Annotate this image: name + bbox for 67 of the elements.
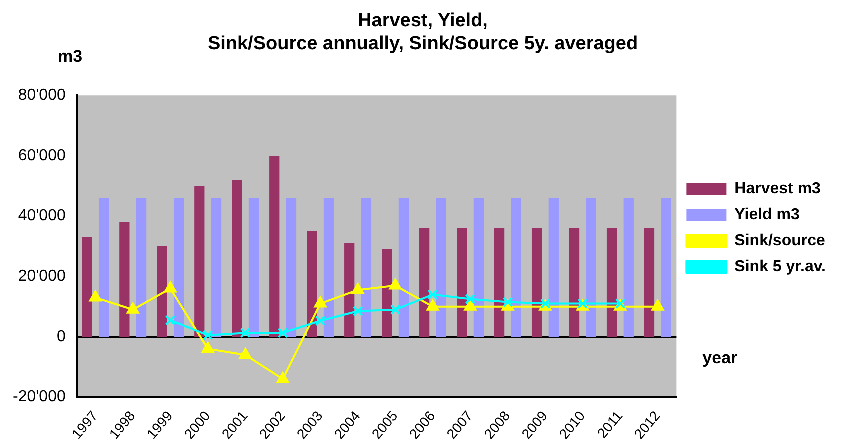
point: [389, 278, 402, 290]
bar: [644, 228, 655, 337]
y-tick-label: 0: [56, 328, 66, 346]
y-tick-label: 40'000: [18, 208, 66, 225]
point: [465, 294, 476, 305]
bar: [270, 156, 280, 337]
bar: [307, 231, 318, 337]
point: [126, 302, 140, 314]
bar: [569, 228, 580, 337]
bar: [661, 198, 672, 337]
point: [352, 306, 364, 317]
point: [278, 328, 288, 338]
y-axis-title: m3: [58, 46, 83, 66]
point: [240, 328, 251, 338]
point: [164, 282, 177, 293]
bar: [286, 198, 297, 337]
y-tick-label: 80'000: [18, 87, 66, 104]
legend-label: Yield m3: [734, 206, 800, 224]
legend-label: Harvest m3: [734, 180, 822, 198]
bar: [194, 186, 205, 337]
bar: [232, 180, 242, 337]
bar: [457, 228, 468, 337]
bar: [474, 198, 484, 337]
point: [502, 297, 514, 308]
bar: [324, 198, 334, 337]
bar: [548, 198, 559, 337]
y-tick-label: 20'000: [18, 268, 66, 286]
point: [464, 300, 477, 311]
bar: [606, 228, 618, 337]
point: [202, 342, 214, 354]
x-axis-title: year: [702, 348, 738, 368]
bar: [248, 198, 260, 337]
point: [426, 300, 440, 311]
bar: [586, 198, 596, 337]
legend-label: Sink 5 yr.av.: [734, 258, 826, 276]
point: [165, 315, 176, 326]
bar: [398, 198, 410, 337]
bar: [420, 228, 430, 337]
point: [390, 304, 401, 316]
bar: [624, 198, 634, 337]
bar: [136, 198, 147, 337]
legend-label: Sink/source: [734, 232, 826, 250]
point: [428, 290, 438, 300]
bar: [98, 198, 110, 337]
bar: [211, 198, 222, 337]
bar: [436, 198, 447, 337]
bar: [120, 222, 130, 337]
point: [352, 283, 364, 294]
bar: [494, 228, 505, 337]
bar: [174, 198, 184, 337]
chart-title: Harvest, Yield, Sink/Source annually, Sink/Source 5y. averaged: [208, 10, 638, 54]
point: [276, 372, 290, 384]
point: [652, 300, 664, 311]
point: [314, 296, 327, 308]
point: [89, 290, 102, 302]
bar: [344, 243, 355, 337]
bar: [361, 198, 372, 337]
point: [239, 348, 252, 360]
y-tick-label: -20'000: [13, 388, 66, 406]
bar: [382, 249, 392, 337]
point: [315, 316, 326, 326]
bar: [157, 246, 168, 337]
y-tick-label: 60'000: [18, 147, 66, 164]
bar: [511, 198, 522, 337]
bar: [532, 228, 542, 337]
bar: [82, 237, 92, 337]
point: [202, 330, 214, 341]
